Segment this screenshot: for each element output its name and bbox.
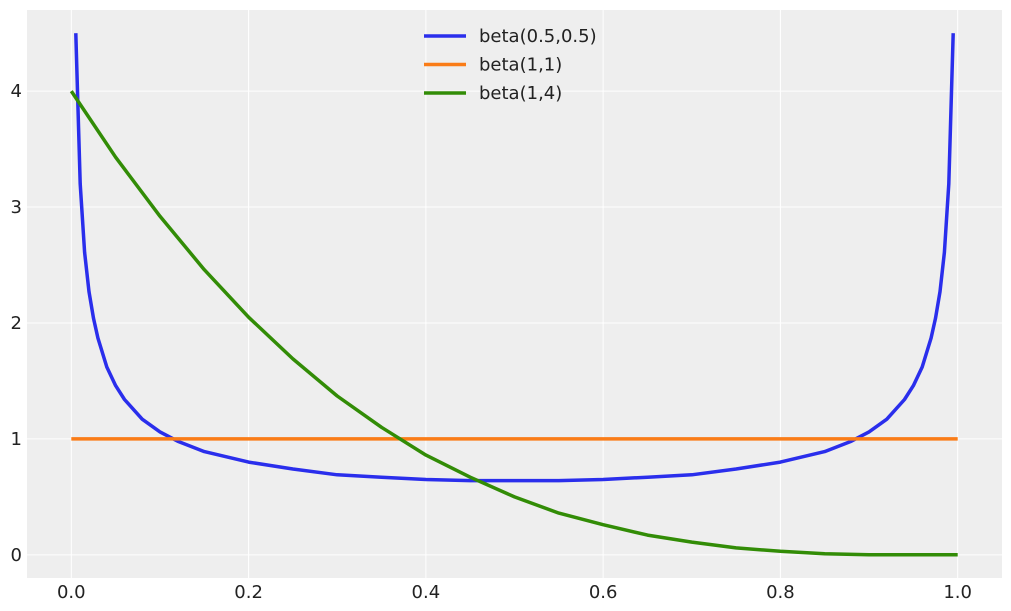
x-tick-label: 0.4 bbox=[412, 582, 441, 603]
y-tick-label: 4 bbox=[11, 81, 22, 102]
plot-background bbox=[27, 10, 1002, 578]
x-tick-label: 1.0 bbox=[943, 582, 972, 603]
x-axis-ticks: 0.0 0.2 0.4 0.6 0.8 1.0 bbox=[57, 582, 972, 603]
series-lines bbox=[69, 33, 958, 557]
y-axis-ticks: 0 1 2 3 4 bbox=[11, 81, 22, 566]
legend-label-0: beta(0.5,0.5) bbox=[479, 26, 597, 47]
legend: beta(0.5,0.5) beta(1,1) beta(1,4) bbox=[424, 26, 597, 104]
legend-label-2: beta(1,4) bbox=[479, 83, 562, 104]
series-line-0 bbox=[74, 33, 955, 483]
y-tick-label: 1 bbox=[11, 429, 22, 450]
y-tick-label: 3 bbox=[11, 197, 22, 218]
x-tick-label: 0.8 bbox=[766, 582, 795, 603]
series-line-2 bbox=[69, 90, 958, 557]
x-tick-label: 0.0 bbox=[57, 582, 86, 603]
legend-label-1: beta(1,1) bbox=[479, 55, 562, 76]
y-tick-label: 2 bbox=[11, 313, 22, 334]
x-tick-label: 0.2 bbox=[234, 582, 263, 603]
x-tick-label: 0.6 bbox=[589, 582, 618, 603]
y-tick-label: 0 bbox=[11, 545, 22, 566]
